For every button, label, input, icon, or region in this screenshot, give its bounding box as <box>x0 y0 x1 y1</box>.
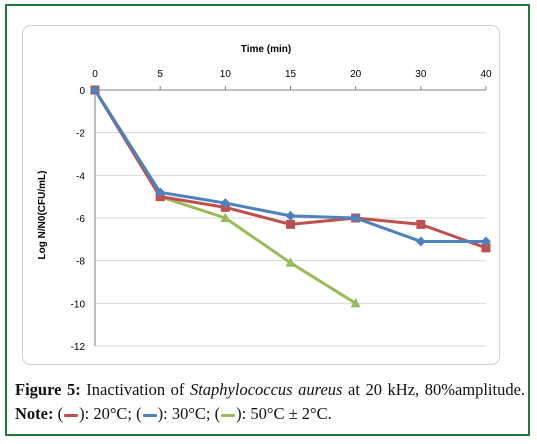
series <box>90 84 491 308</box>
legend-swatch-red <box>64 413 79 417</box>
chart-border <box>22 25 500 365</box>
data-point <box>285 257 296 267</box>
gridlines <box>95 132 486 347</box>
data-point <box>285 210 296 221</box>
legend-label-20: ): 20°C; ( <box>79 404 142 423</box>
legend-label-30: ): 30°C; ( <box>157 404 221 423</box>
caption-text-after: at 20 kHz, 80%amplitude. <box>348 380 526 399</box>
data-point <box>481 236 491 247</box>
figure-frame <box>5 4 530 436</box>
data-point <box>350 297 361 308</box>
caption-text-before: Inactivation of <box>86 380 185 399</box>
x-tick-label: 10 <box>220 69 232 80</box>
figure-caption: Figure 5: Inactivation of Staphylococcus… <box>15 380 526 423</box>
data-point <box>481 243 491 253</box>
y-tick-label: -6 <box>76 214 85 225</box>
data-point <box>220 212 231 222</box>
note-label: Note: <box>15 404 54 423</box>
axes: 0 -2 -4 -6 -8 -10 -12 0 5 10 15 20 30 40 <box>71 69 492 353</box>
x-tick-label: 40 <box>480 69 492 80</box>
line-chart: 0 -2 -4 -6 -8 -10 -12 0 5 10 15 20 30 40 Time (min) L… <box>22 25 500 365</box>
data-point <box>220 198 231 209</box>
y-tick-label: -2 <box>76 129 85 140</box>
data-point <box>350 213 361 223</box>
legend-swatch-green <box>221 413 236 417</box>
x-axis-title: Time (min) <box>241 44 291 55</box>
y-tick-label: -12 <box>71 342 86 353</box>
y-tick-label: -8 <box>76 257 85 268</box>
caption-species: Staphylococcus aureus <box>189 380 343 399</box>
data-point <box>286 219 295 229</box>
data-point <box>90 85 100 95</box>
data-point <box>155 187 166 198</box>
data-point <box>416 219 426 229</box>
x-tick-label: 30 <box>415 69 427 80</box>
legend-swatch-blue <box>142 413 157 417</box>
x-tick-label: 5 <box>157 69 163 80</box>
x-tick-label: 0 <box>92 69 98 80</box>
y-tick-label: 0 <box>79 86 85 97</box>
legend-label-50: ): 50°C ± 2°C. <box>236 404 332 423</box>
x-tick-label: 15 <box>285 69 297 80</box>
data-point <box>415 236 426 247</box>
y-axis-title: Log N/N0(CFU/mL) <box>37 171 48 260</box>
x-tick-label: 20 <box>350 69 362 80</box>
figure-label: Figure 5: <box>15 380 81 399</box>
y-tick-label: -4 <box>76 171 85 182</box>
chart-area: 0 -2 -4 -6 -8 -10 -12 0 5 10 15 20 30 40 Time (min) L… <box>22 25 500 365</box>
y-tick-label: -10 <box>71 299 86 310</box>
